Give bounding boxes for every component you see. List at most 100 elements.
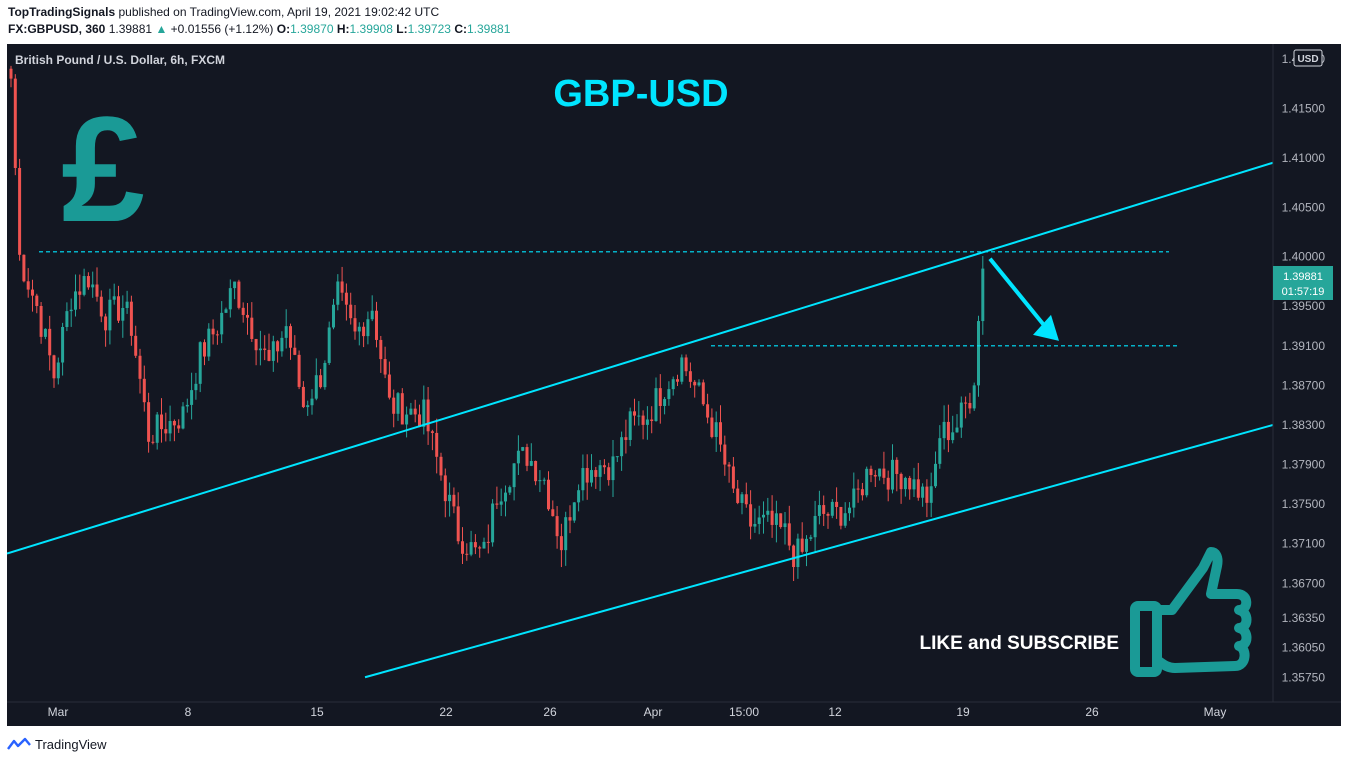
price-tag-value: 1.39881	[1283, 271, 1323, 283]
candle	[164, 412, 168, 442]
candle	[289, 323, 292, 360]
candle	[443, 468, 447, 518]
candle	[43, 328, 47, 340]
candle	[301, 381, 305, 409]
candle	[138, 348, 142, 394]
candle	[912, 467, 916, 498]
x-tick-label: 19	[956, 705, 970, 719]
candle	[981, 255, 985, 335]
candle	[396, 391, 400, 421]
candle	[633, 398, 636, 426]
chart-frame[interactable]: 1.420001.415001.410001.405001.400001.395…	[6, 44, 1341, 726]
candle	[203, 339, 206, 366]
author-name[interactable]: TopTradingSignals	[8, 5, 116, 19]
candle	[852, 472, 856, 518]
candle	[452, 487, 456, 514]
candle	[628, 407, 632, 447]
candle	[306, 400, 310, 416]
candle	[878, 468, 882, 481]
cta-text: LIKE and SUBSCRIBE	[919, 633, 1119, 654]
close-value: 1.39881	[466, 22, 511, 36]
candle	[95, 267, 99, 302]
candle	[151, 434, 155, 445]
current-price-tag: 1.39881 01:57:19	[1273, 266, 1333, 300]
y-tick-label: 1.39100	[1282, 339, 1326, 353]
candle	[13, 74, 17, 176]
candle	[688, 362, 692, 388]
publish-date: published on TradingView.com, April 19, …	[118, 5, 440, 19]
candle	[134, 325, 138, 358]
candle	[959, 396, 963, 438]
candle	[577, 484, 581, 512]
candle	[731, 457, 735, 493]
candle	[31, 279, 34, 312]
candle	[835, 487, 839, 519]
candle	[942, 405, 946, 450]
candle	[590, 454, 593, 487]
candle	[375, 301, 378, 348]
candle	[972, 382, 976, 411]
candle	[611, 439, 615, 498]
candle	[572, 502, 576, 523]
candle	[895, 457, 899, 492]
candle	[663, 396, 667, 415]
candle	[822, 495, 826, 526]
candle	[349, 292, 353, 325]
lower-channel-line[interactable]	[364, 423, 1274, 679]
candle	[379, 335, 383, 373]
candle	[964, 396, 968, 419]
candle	[921, 483, 925, 507]
candles-layer	[9, 65, 985, 582]
candle	[886, 470, 890, 502]
candle	[129, 295, 133, 346]
candle	[564, 511, 568, 566]
candle	[504, 485, 507, 517]
candle	[800, 522, 804, 554]
candle	[194, 372, 198, 400]
candle	[559, 523, 563, 568]
up-triangle-icon: ▲	[155, 22, 168, 36]
footer-brand[interactable]: TradingView	[35, 736, 107, 752]
candle	[271, 335, 275, 372]
ohlc-bar: FX:GBPUSD, 360 1.39881 ▲ +0.01556 (+1.12…	[8, 22, 510, 36]
candle	[650, 406, 654, 434]
candle	[241, 302, 245, 323]
candle	[478, 545, 482, 558]
candle	[233, 281, 237, 300]
price-chart[interactable]: 1.420001.415001.410001.405001.400001.395…	[6, 44, 1341, 726]
candle	[99, 290, 103, 323]
candle	[56, 357, 60, 385]
pound-sign-icon: £	[61, 85, 144, 253]
symbol-label: FX:GBPUSD, 360	[8, 22, 106, 36]
down-arrow-icon[interactable]	[988, 257, 1059, 341]
y-tick-label: 1.36050	[1282, 641, 1326, 655]
candle	[813, 500, 817, 552]
candle	[495, 486, 499, 509]
y-tick-label: 1.37100	[1282, 537, 1326, 551]
candle	[237, 279, 241, 310]
candle	[469, 530, 473, 557]
y-tick-label: 1.38300	[1282, 418, 1326, 432]
candle	[482, 537, 486, 549]
candle	[435, 418, 439, 474]
candle	[693, 379, 697, 398]
candle	[314, 358, 318, 401]
candle	[848, 502, 851, 521]
candle	[538, 470, 542, 493]
candle	[534, 460, 538, 486]
close-label: C:	[454, 22, 467, 36]
candle	[736, 479, 740, 505]
candle	[340, 266, 344, 301]
candle	[344, 283, 348, 321]
candle	[830, 499, 834, 519]
candle	[254, 338, 258, 366]
candle	[684, 354, 688, 377]
usd-badge[interactable]: USD	[1293, 49, 1323, 67]
annotation-layer	[6, 161, 1274, 679]
candle	[409, 402, 413, 416]
candle	[938, 425, 942, 469]
y-tick-label: 1.36350	[1282, 611, 1326, 625]
candle	[418, 404, 421, 428]
countdown-timer: 01:57:19	[1282, 286, 1325, 298]
upper-channel-line[interactable]	[6, 161, 1274, 555]
